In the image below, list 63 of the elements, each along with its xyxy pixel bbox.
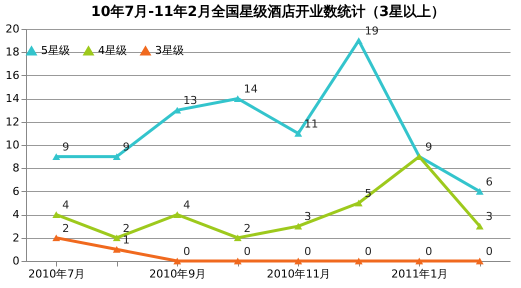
data-label: 2 bbox=[62, 222, 70, 235]
legend-label: 4星级 bbox=[98, 44, 127, 57]
x-tick-label: 2010年9月 bbox=[149, 268, 206, 280]
point bbox=[294, 130, 302, 137]
y-tick-label: 8 bbox=[12, 162, 20, 175]
y-tick-label: 12 bbox=[6, 115, 20, 128]
point bbox=[354, 200, 363, 206]
data-label: 4 bbox=[183, 198, 190, 212]
point bbox=[476, 222, 484, 230]
data-label: 0 bbox=[425, 245, 432, 258]
data-label: 0 bbox=[486, 245, 493, 258]
point bbox=[234, 234, 242, 242]
point bbox=[112, 153, 121, 160]
data-label: 14 bbox=[244, 82, 258, 96]
point bbox=[234, 258, 242, 264]
data-label: 2 bbox=[122, 222, 130, 235]
point bbox=[476, 258, 484, 264]
data-label: 4 bbox=[62, 198, 70, 212]
x-tick-label: 2010年7月 bbox=[28, 268, 86, 280]
point bbox=[173, 211, 182, 218]
point bbox=[415, 258, 424, 264]
point bbox=[52, 153, 60, 160]
point bbox=[52, 234, 60, 242]
point bbox=[52, 211, 60, 218]
data-label: 19 bbox=[364, 24, 379, 38]
data-label: 3 bbox=[486, 210, 493, 224]
point bbox=[234, 95, 242, 102]
y-tick-label: 6 bbox=[12, 184, 20, 198]
y-tick-label: 2 bbox=[12, 231, 20, 244]
data-label: 0 bbox=[304, 245, 312, 258]
y-tick-label: 10 bbox=[6, 138, 20, 152]
x-tick-label: 2011年1月 bbox=[391, 268, 448, 280]
data-label: 13 bbox=[183, 94, 198, 108]
data-label: 0 bbox=[364, 245, 372, 258]
y-tick-label: 18 bbox=[6, 46, 20, 59]
point bbox=[112, 246, 121, 253]
data-label: 0 bbox=[183, 245, 190, 258]
y-tick-label: 20 bbox=[6, 22, 20, 36]
y-tick-label: 14 bbox=[6, 92, 20, 106]
data-label: 9 bbox=[62, 140, 70, 154]
data-label: 2 bbox=[244, 222, 251, 235]
point bbox=[354, 37, 363, 44]
point bbox=[173, 258, 182, 264]
data-label: 3 bbox=[304, 210, 312, 224]
data-label: 9 bbox=[425, 140, 432, 154]
point bbox=[476, 188, 484, 195]
legend-label: 5星级 bbox=[41, 44, 70, 57]
point bbox=[112, 234, 121, 242]
data-label: 1 bbox=[122, 233, 130, 246]
data-label: 5 bbox=[364, 187, 372, 200]
point bbox=[294, 222, 302, 230]
y-tick-label: 16 bbox=[6, 68, 20, 82]
x-tick-label: 2010年11月 bbox=[266, 268, 331, 280]
y-tick-label: 0 bbox=[12, 254, 20, 268]
legend-label: 3星级 bbox=[155, 44, 184, 57]
data-label: 0 bbox=[244, 245, 251, 258]
data-label: 9 bbox=[122, 140, 130, 154]
data-label: 6 bbox=[486, 175, 493, 188]
chart-title: 10年7月-11年2月全国星级酒店开业数统计（3星以上） bbox=[91, 3, 445, 20]
point bbox=[354, 258, 363, 264]
y-tick-label: 4 bbox=[12, 208, 20, 222]
point bbox=[294, 258, 302, 264]
data-label: 11 bbox=[304, 117, 318, 130]
